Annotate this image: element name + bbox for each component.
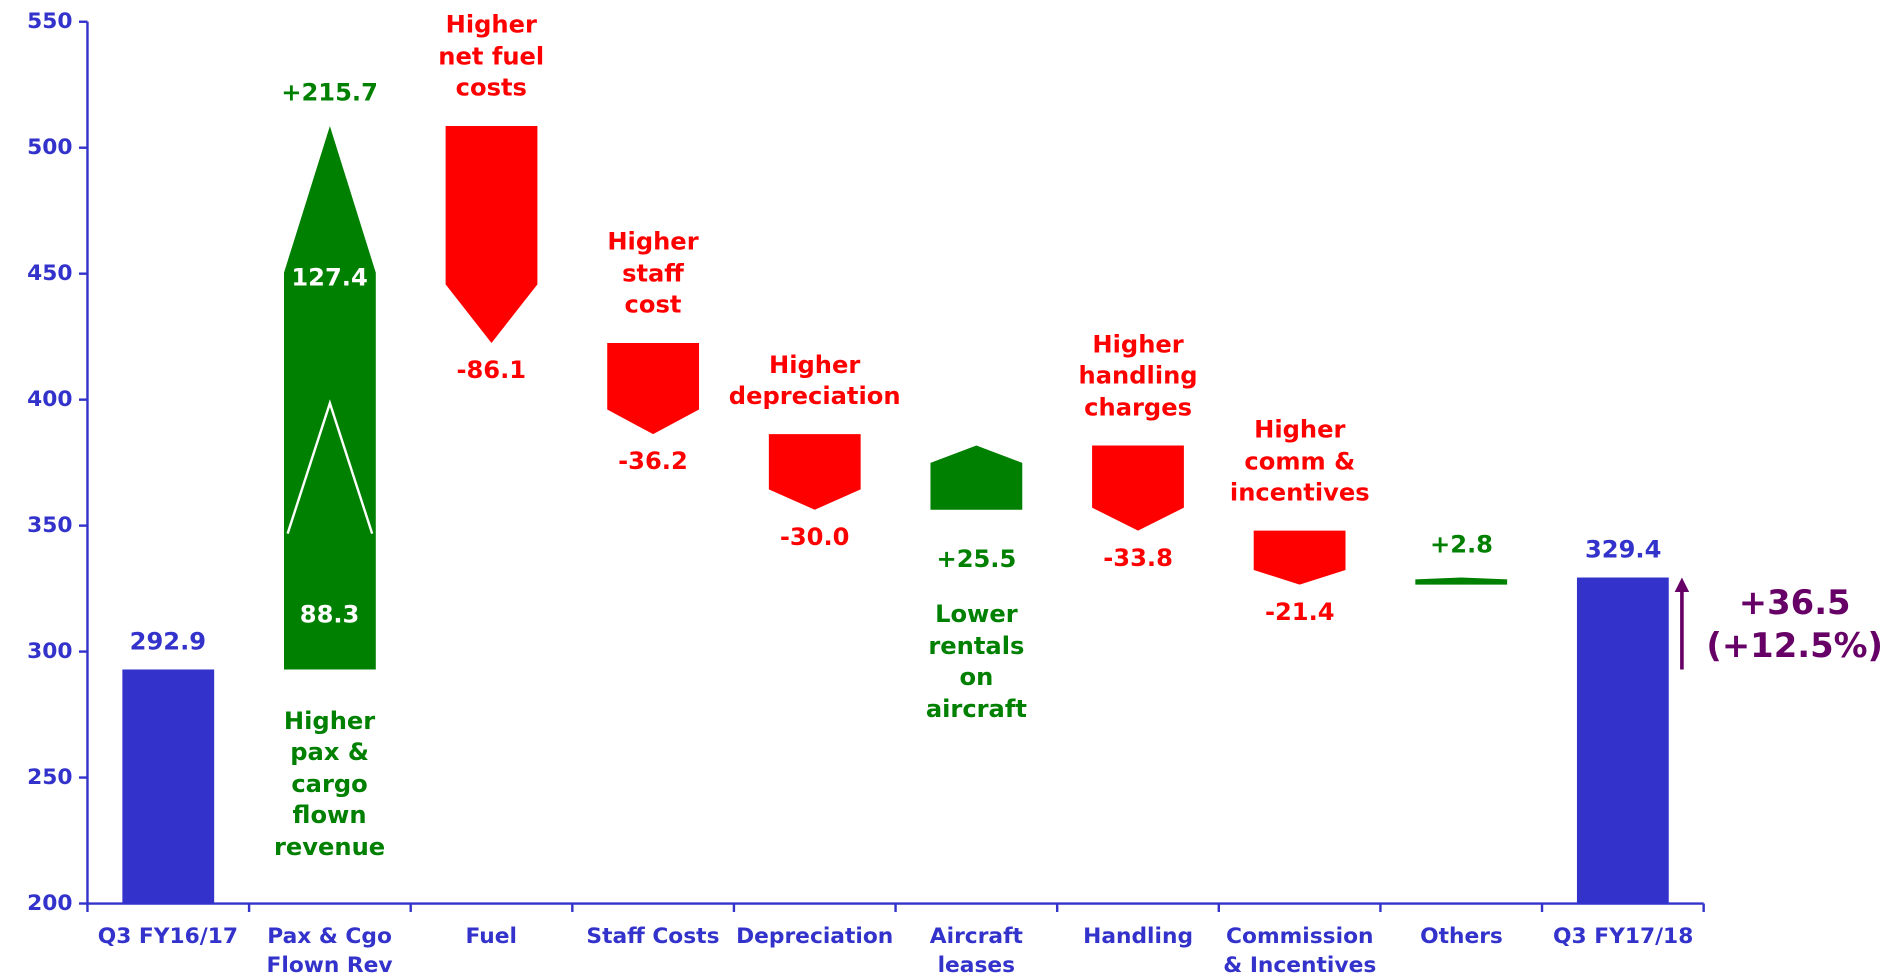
y-tick-label: 250 [27, 764, 73, 790]
value-label: -33.8 [1103, 544, 1173, 573]
x-tick-label: Handling [1083, 924, 1194, 950]
x-tick-label: Depreciation [736, 924, 894, 950]
value-label: -86.1 [456, 356, 527, 385]
increase-arrow [930, 445, 1023, 510]
decrease-arrow [445, 126, 538, 343]
change-arrowhead [1674, 577, 1690, 593]
x-tick-label: Fuel [465, 924, 517, 950]
total-bar [122, 669, 215, 904]
decrease-arrow [607, 342, 700, 435]
decrease-arrow [1253, 530, 1346, 585]
y-tick-label: 400 [27, 386, 73, 412]
increase-arrow [1415, 577, 1508, 585]
y-tick-label: 450 [27, 260, 73, 286]
x-tick-label: Aircraft leases [929, 924, 1023, 976]
component-divider [286, 399, 374, 534]
value-label: -36.2 [618, 447, 688, 476]
annotation: Higher comm & incentives [1229, 415, 1370, 507]
annotation: Higher net fuel costs [438, 11, 545, 102]
y-tick-label: 200 [27, 890, 73, 916]
value-label: -21.4 [1264, 597, 1335, 626]
x-tick-label: Q3 FY17/18 [1553, 924, 1694, 950]
x-tick-label: Pax & Cgo Flown Rev [266, 924, 393, 976]
annotation: Higher depreciation [728, 350, 901, 411]
x-tick-label: Staff Costs [586, 924, 720, 950]
annotation: Lower rentals on aircraft [925, 600, 1027, 723]
total-bar [1576, 577, 1669, 904]
y-tick-label: 500 [27, 134, 73, 160]
value-label: -30.0 [779, 523, 850, 552]
annotation: Higher staff cost [607, 228, 699, 319]
decrease-arrow [768, 434, 861, 510]
value-label: +215.7 [281, 78, 378, 107]
component-label: 127.4 [291, 263, 368, 292]
y-tick-label: 550 [27, 8, 73, 34]
x-tick-label: Q3 FY16/17 [97, 924, 238, 950]
value-label: 329.4 [1584, 535, 1662, 564]
change-pct-label: (+12.5%) [1706, 625, 1883, 665]
annotation: Higher handling charges [1078, 330, 1198, 422]
x-tick-label: Others [1420, 924, 1503, 950]
component-label: 88.3 [299, 600, 360, 629]
y-tick-label: 300 [27, 638, 73, 664]
y-tick-label: 350 [27, 512, 73, 538]
value-label: 292.9 [129, 627, 207, 656]
x-tick-label: Commission & Incentives [1223, 924, 1377, 976]
annotation: Higher pax & cargo flown revenue [273, 707, 386, 861]
value-label: +25.5 [936, 544, 1017, 573]
increase-arrow [283, 126, 376, 670]
change-label: +36.5 [1738, 583, 1851, 623]
value-label: +2.8 [1429, 530, 1494, 559]
decrease-arrow [1092, 445, 1184, 531]
